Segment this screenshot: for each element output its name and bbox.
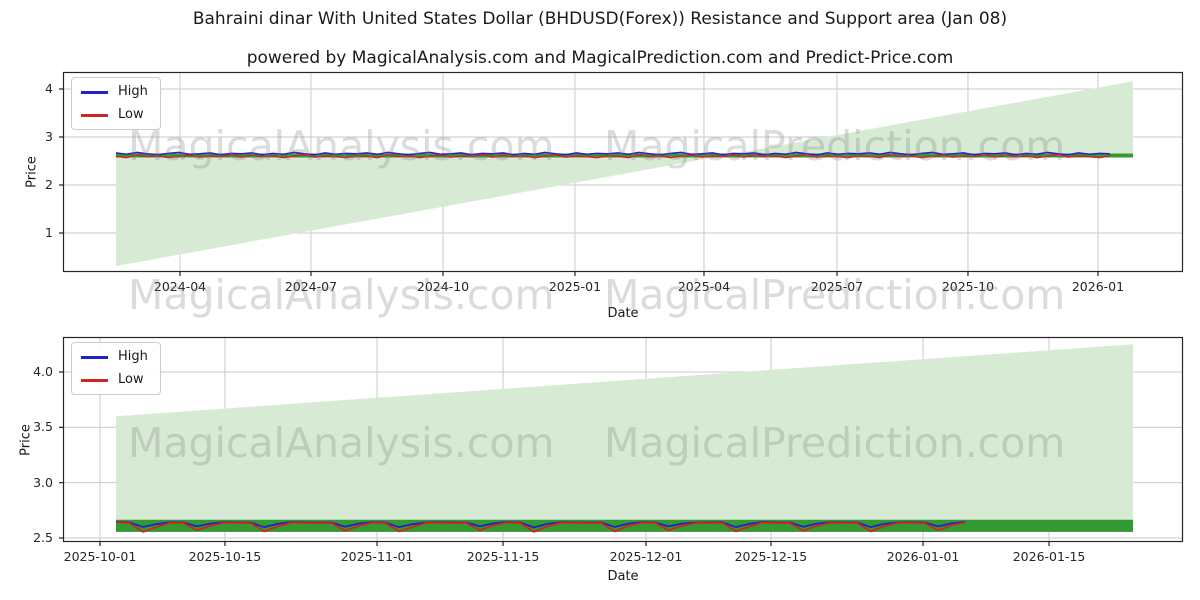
- x-tick-label: 2025-11-15: [466, 549, 540, 564]
- legend-entry-low: Low: [81, 373, 148, 387]
- y-tick-label: 3.5: [33, 419, 53, 435]
- x-axis-label-top: Date: [607, 306, 639, 321]
- series-low-line: [115, 521, 966, 533]
- x-tick-label: 2024-04: [153, 279, 207, 294]
- top-chart-canvas: [59, 71, 1184, 276]
- high-line-swatch: [81, 355, 108, 359]
- x-tick-label: 2025-01: [548, 279, 602, 294]
- legend-entry-high: High: [81, 85, 148, 99]
- support-resistance-fan: [115, 81, 1134, 267]
- legend-label-low: Low: [118, 107, 144, 122]
- x-tick-label: 2025-10: [941, 279, 995, 294]
- chart-title: Bahraini dinar With United States Dollar…: [192, 9, 1008, 29]
- y-tick-label: 3.0: [33, 474, 53, 490]
- y-tick-label: 4.0: [33, 363, 53, 379]
- y-tick-label: 2: [45, 176, 53, 192]
- x-tick-label: 2025-10-01: [63, 549, 137, 564]
- x-tick-label: 2026-01: [1071, 279, 1125, 294]
- legend-entry-low: Low: [81, 108, 148, 122]
- series-high-line: [115, 151, 1111, 156]
- series-low-line: [115, 154, 1111, 159]
- x-tick-label: 2026-01-15: [1012, 549, 1086, 564]
- chart-subtitle: powered by MagicalAnalysis.com and Magic…: [246, 48, 954, 68]
- y-tick-label: 1: [45, 224, 53, 240]
- x-axis-label-bottom: Date: [607, 569, 639, 584]
- x-tick-label: 2025-10-15: [188, 549, 262, 564]
- x-tick-label: 2024-07: [284, 279, 338, 294]
- x-tick-label: 2025-12-01: [609, 549, 683, 564]
- low-line-swatch: [81, 378, 108, 382]
- legend-label-low: Low: [118, 372, 144, 387]
- legend-label-high: High: [118, 349, 148, 364]
- series-high-line: [115, 520, 966, 529]
- x-tick-label: 2025-12-15: [734, 549, 808, 564]
- resistance-fan: [115, 344, 1134, 530]
- x-tick-label: 2024-10: [416, 279, 470, 294]
- x-tick-label: 2026-01-01: [886, 549, 960, 564]
- low-line-swatch: [81, 113, 108, 117]
- legend-entry-high: High: [81, 350, 148, 364]
- x-tick-label: 2025-04: [677, 279, 731, 294]
- high-line-swatch: [81, 90, 108, 94]
- y-tick-label: 4: [45, 80, 53, 96]
- legend-label-high: High: [118, 84, 148, 99]
- y-tick-label: 2.5: [33, 530, 53, 545]
- legend-bottom: High Low: [71, 342, 161, 395]
- y-tick-label: 3: [45, 128, 53, 144]
- bottom-chart-canvas: [59, 336, 1184, 546]
- x-tick-label: 2025-07: [810, 279, 864, 294]
- legend-top: High Low: [71, 77, 161, 130]
- x-tick-label: 2025-11-01: [340, 549, 414, 564]
